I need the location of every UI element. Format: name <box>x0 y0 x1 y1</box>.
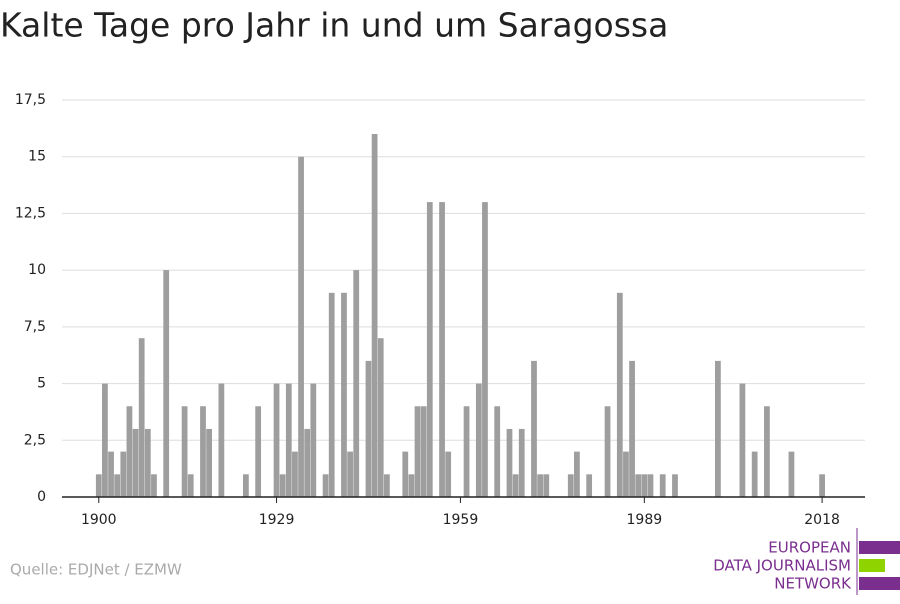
logo-bar <box>859 577 900 590</box>
bar <box>475 383 482 497</box>
bar <box>310 383 317 497</box>
y-tick-label: 12,5 <box>15 205 46 221</box>
bar <box>120 451 127 497</box>
bar <box>574 451 580 497</box>
y-tick-label: 10 <box>28 262 46 278</box>
bar <box>408 474 415 497</box>
bar <box>292 451 298 497</box>
x-tick-label: 2018 <box>804 512 840 528</box>
x-tick-label: 1989 <box>627 512 663 528</box>
bar <box>715 360 721 497</box>
y-tick-label: 2,5 <box>24 432 46 448</box>
bar <box>629 360 635 497</box>
bar <box>322 474 329 497</box>
bar <box>163 270 170 497</box>
bar <box>365 360 372 497</box>
bar <box>623 451 629 497</box>
bar <box>377 338 384 497</box>
y-tick-label: 5 <box>37 376 46 392</box>
bar <box>243 474 249 497</box>
y-tick-label: 17,5 <box>15 92 46 108</box>
chart-title: Kalte Tage pro Jahr in und um Saragossa <box>0 6 668 45</box>
bar <box>371 134 378 497</box>
bar <box>181 406 188 497</box>
bar <box>279 474 286 497</box>
bar <box>494 406 501 497</box>
bar <box>114 474 121 497</box>
bar <box>218 383 225 497</box>
bar <box>764 406 770 497</box>
bar <box>328 292 335 497</box>
bar <box>200 406 206 497</box>
bar <box>347 451 353 497</box>
bar <box>518 428 525 497</box>
bar <box>647 474 654 497</box>
bar <box>604 406 611 497</box>
bar <box>95 474 102 497</box>
bar <box>616 292 623 497</box>
bar <box>439 202 445 498</box>
bar <box>304 428 311 497</box>
bar <box>353 270 360 497</box>
bar <box>445 451 452 497</box>
bar <box>414 406 421 497</box>
bar <box>138 338 145 497</box>
y-tick-label: 15 <box>28 149 46 165</box>
bar <box>108 451 114 497</box>
logo-text: NETWORK <box>774 575 852 593</box>
bar <box>659 474 666 497</box>
bar <box>739 383 746 497</box>
bar <box>531 360 537 497</box>
bar <box>788 451 795 497</box>
logo-bar <box>859 541 900 554</box>
bar <box>512 474 519 497</box>
bar <box>751 451 758 497</box>
bar <box>383 474 390 497</box>
bar <box>420 406 427 497</box>
bar <box>187 474 194 497</box>
source: Quelle: EDJNet / EZMW <box>10 561 182 579</box>
bar <box>144 428 151 497</box>
logo-text: EUROPEAN <box>768 539 851 557</box>
bar <box>285 383 292 497</box>
bar <box>132 428 139 497</box>
y-tick-label: 7,5 <box>24 319 46 335</box>
bar <box>567 474 574 497</box>
bar <box>635 474 642 497</box>
bar <box>298 156 304 497</box>
bar <box>506 428 513 497</box>
bar <box>482 202 488 498</box>
logo-bar <box>859 559 885 572</box>
bar <box>206 428 212 497</box>
bar <box>255 406 262 497</box>
y-tick-label: 0 <box>37 489 46 505</box>
bar <box>402 451 409 497</box>
bar <box>151 474 157 497</box>
bar <box>537 474 544 497</box>
x-tick-label: 1900 <box>81 512 117 528</box>
bar <box>543 474 550 497</box>
bar <box>102 383 108 497</box>
bar <box>273 383 280 497</box>
bar <box>819 474 825 497</box>
bar <box>463 406 470 497</box>
x-tick-label: 1929 <box>259 512 295 528</box>
bar <box>586 474 593 497</box>
bar <box>126 406 133 497</box>
bar <box>341 292 347 497</box>
logo-text: DATA JOURNALISM <box>713 557 851 575</box>
x-tick-label: 1959 <box>443 512 479 528</box>
bar <box>426 202 433 498</box>
bar <box>672 474 678 497</box>
bar <box>641 474 648 497</box>
